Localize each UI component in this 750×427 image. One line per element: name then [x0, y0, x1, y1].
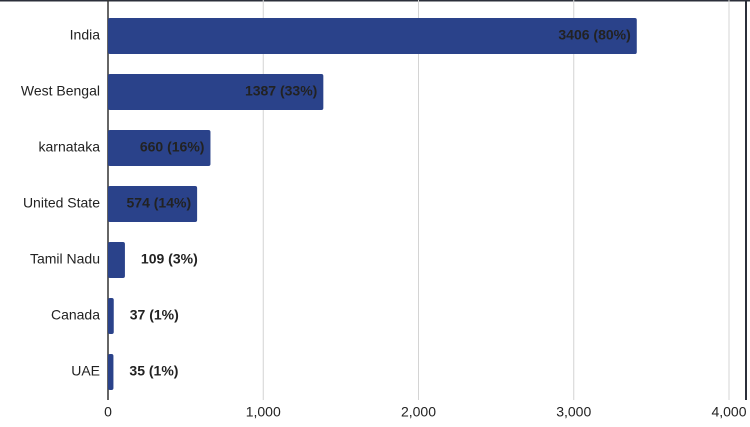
bar: [108, 242, 125, 278]
y-tick-label: India: [70, 27, 101, 43]
bar: [108, 130, 211, 166]
y-tick-label: UAE: [71, 363, 100, 379]
x-tick-label: 3,000: [556, 404, 591, 420]
data-label: 109 (3%): [141, 251, 198, 267]
x-tick-label: 4,000: [711, 404, 746, 420]
data-label: 574 (14%): [127, 195, 192, 211]
y-tick-label: West Bengal: [21, 83, 100, 99]
bar: [108, 18, 637, 54]
y-tick-label: karnataka: [39, 139, 101, 155]
bar: [108, 354, 114, 390]
x-tick-label: 2,000: [401, 404, 436, 420]
bar: [108, 298, 114, 334]
y-tick-label: United State: [23, 195, 100, 211]
y-tick-label: Canada: [51, 307, 100, 323]
bar: [108, 74, 324, 110]
data-label: 660 (16%): [140, 139, 205, 155]
data-label: 1387 (33%): [245, 83, 317, 99]
y-tick-label: Tamil Nadu: [30, 251, 100, 267]
data-label: 35 (1%): [129, 363, 178, 379]
data-label: 37 (1%): [130, 307, 179, 323]
data-label: 3406 (80%): [558, 27, 630, 43]
x-tick-label: 1,000: [246, 404, 281, 420]
bar: [108, 186, 198, 222]
x-tick-label: 0: [104, 404, 112, 420]
